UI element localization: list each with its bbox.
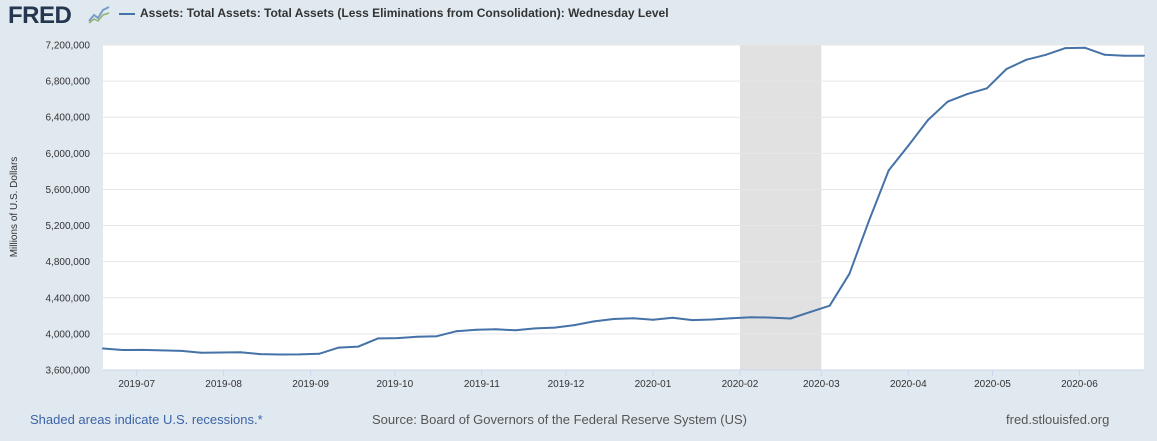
x-tick-label: 2019-08	[205, 379, 242, 390]
data-point	[141, 348, 144, 351]
fred-logo[interactable]: FRED	[8, 2, 72, 29]
y-tick-label: 6,000,000	[46, 149, 91, 160]
data-point	[435, 335, 438, 338]
data-point	[121, 348, 124, 351]
plot-area	[103, 45, 1144, 370]
recession-note-link[interactable]: Shaded areas indicate U.S. recessions.*	[30, 412, 263, 427]
data-point	[710, 318, 713, 321]
y-tick-label: 4,000,000	[46, 329, 91, 340]
x-tick-label: 2020-05	[974, 379, 1011, 390]
data-point	[180, 349, 183, 352]
y-axis: 3,600,000 4,000,000 4,400,000 4,800,000 5,20…	[46, 41, 91, 377]
data-point	[337, 346, 340, 349]
data-point	[1084, 46, 1087, 49]
data-point	[534, 327, 537, 330]
x-tick-label: 2020-03	[803, 379, 840, 390]
data-point	[318, 352, 321, 355]
gridlines-group	[103, 44, 1144, 371]
site-url[interactable]: fred.stlouisfed.org	[1006, 412, 1110, 427]
series-line	[102, 46, 1144, 356]
data-point	[593, 320, 596, 323]
x-tick-label: 2020-02	[722, 379, 759, 390]
x-tick-label: 2019-10	[376, 379, 413, 390]
data-point	[573, 324, 576, 327]
data-point	[671, 316, 674, 319]
recession-band	[739, 45, 822, 370]
data-point	[926, 119, 929, 122]
trend-chart-icon	[88, 4, 110, 24]
data-point	[1103, 53, 1106, 56]
y-tick-label: 5,200,000	[46, 221, 91, 232]
data-point	[1123, 54, 1126, 57]
x-axis: 2019-07 2019-08 2019-09 2019-10 2019-11 2019-…	[103, 369, 1144, 390]
data-point	[907, 144, 910, 147]
chart-header: FRED Assets: Total Assets: Total Assets …	[0, 0, 1157, 34]
data-point	[966, 93, 969, 96]
data-point	[1044, 53, 1047, 56]
data-point	[828, 304, 831, 307]
data-point	[1064, 47, 1067, 50]
data-point	[651, 318, 654, 321]
data-point	[475, 328, 478, 331]
data-point	[1025, 58, 1028, 61]
source-text: Source: Board of Governors of the Federa…	[372, 412, 747, 427]
data-point	[612, 317, 615, 320]
y-tick-label: 7,200,000	[46, 41, 91, 52]
recession-shading-group	[739, 45, 822, 370]
data-point	[848, 272, 851, 275]
y-tick-label: 4,800,000	[46, 257, 91, 268]
x-tick-label: 2020-06	[1061, 379, 1098, 390]
data-point	[239, 351, 242, 354]
data-point	[946, 100, 949, 103]
x-tick-label: 2019-07	[118, 379, 155, 390]
y-axis-title: Millions of U.S. Dollars	[9, 157, 20, 258]
data-point	[632, 317, 635, 320]
data-point	[416, 335, 419, 338]
data-point	[985, 87, 988, 90]
data-point	[259, 353, 262, 356]
data-point	[750, 316, 753, 319]
x-tick-label: 2020-04	[890, 379, 927, 390]
y-tick-label: 6,400,000	[46, 113, 91, 124]
data-point	[200, 351, 203, 354]
data-point	[160, 349, 163, 352]
data-point	[102, 347, 104, 350]
y-tick-label: 6,800,000	[46, 77, 91, 88]
data-point	[298, 353, 301, 356]
data-point	[691, 319, 694, 322]
y-tick-label: 3,600,000	[46, 366, 91, 377]
y-tick-label: 5,600,000	[46, 185, 91, 196]
legend-series-title[interactable]: Assets: Total Assets: Total Assets (Less…	[140, 6, 669, 20]
data-point	[278, 353, 281, 356]
data-point	[1143, 54, 1145, 57]
legend-line-swatch	[119, 13, 135, 15]
y-tick-label: 4,400,000	[46, 293, 91, 304]
data-point	[769, 316, 772, 319]
data-point	[1005, 68, 1008, 71]
data-point	[789, 317, 792, 320]
data-point	[357, 345, 360, 348]
x-tick-label: 2019-09	[292, 379, 329, 390]
data-point	[514, 329, 517, 332]
data-point	[219, 351, 222, 354]
data-point	[494, 328, 497, 331]
data-point	[553, 326, 556, 329]
data-point	[455, 330, 458, 333]
series-group	[102, 46, 1145, 356]
data-point	[809, 311, 812, 314]
x-tick-label: 2019-12	[548, 379, 585, 390]
data-point	[396, 337, 399, 340]
data-point	[730, 317, 733, 320]
data-point	[376, 337, 379, 340]
data-point	[868, 219, 871, 222]
data-point	[887, 169, 890, 172]
x-tick-label: 2020-01	[635, 379, 672, 390]
x-tick-label: 2019-11	[464, 379, 500, 390]
